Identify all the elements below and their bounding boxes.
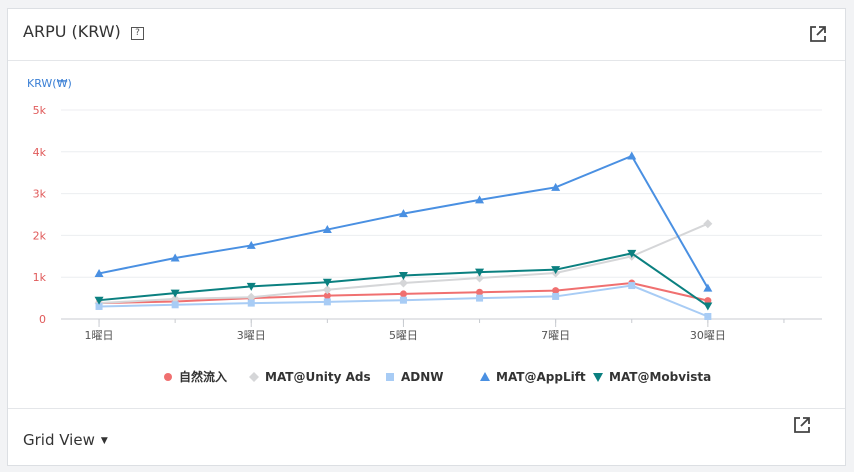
data-point [170,294,180,304]
external-link-icon[interactable] [792,415,812,435]
legend-entry: MAT@AppLift [496,370,586,384]
data-point [398,278,408,288]
help-icon[interactable]: ? [131,27,144,40]
legend-marker [593,373,603,382]
y-tick-label: 0 [39,313,46,326]
data-point [171,301,179,309]
y-tick-label: 3k [33,188,47,201]
data-point [551,182,561,191]
data-point [398,272,408,281]
data-point [322,278,332,287]
data-point [627,249,637,258]
data-point [94,268,104,277]
data-point [552,292,560,300]
y-tick-label: 5k [33,104,47,117]
legend-entry: MAT@Mobvista [609,370,711,384]
data-point [476,294,484,302]
data-point [322,285,332,295]
data-point [94,296,104,305]
data-point [703,302,713,311]
data-point [323,298,331,306]
data-point [170,253,180,262]
data-point [627,151,637,160]
y-tick-label: 4k [33,146,47,159]
legend-marker [386,373,394,381]
data-point [247,299,255,307]
data-point [476,288,484,296]
data-point [95,302,103,310]
data-point [551,266,561,275]
card-title: ARPU (KRW) [23,22,121,41]
grid-view-label: Grid View [23,431,95,449]
x-tick-label: 30曜日 [690,329,726,342]
legend-entry: ADNW [401,370,444,384]
series-line [98,154,709,289]
legend-entry: MAT@Unity Ads [265,370,371,384]
data-point [475,268,485,277]
data-point [628,282,636,290]
card-header: ARPU (KRW) ? [8,9,845,61]
x-tick-label: 1曜日 [85,329,114,342]
data-point [246,292,256,302]
data-point [323,292,331,300]
chevron-down-icon: ▼ [100,436,108,446]
data-point [703,219,713,229]
x-tick-label: 5曜日 [389,329,418,342]
data-point [399,296,407,304]
data-point [703,283,713,292]
legend-entry: 自然流入 [179,369,227,384]
grid-view-toggle[interactable]: Grid View ▼ [23,431,108,449]
card-divider [8,408,845,409]
data-point [322,225,332,234]
y-tick-label: 2k [33,229,47,242]
data-point [246,240,256,249]
x-tick-label: 3曜日 [237,329,266,342]
data-point [704,297,712,305]
arpu-card: ARPU (KRW) ? KRW(₩) 0 1k 2k 3k 4k 5k 1曜日 3曜日 5曜日 7… [7,8,846,466]
data-point [552,287,560,295]
x-tick-label: 7曜日 [541,329,570,342]
legend-marker [249,372,259,382]
data-point [475,273,485,283]
data-point [399,290,407,298]
y-axis-label: KRW(₩) [27,77,72,90]
data-point [475,195,485,204]
legend-marker [164,373,172,381]
data-point [398,209,408,218]
data-point [170,289,180,298]
data-point [704,312,712,320]
y-tick-label: 1k [33,271,47,284]
data-point [246,282,256,291]
legend-marker [480,372,490,381]
external-link-icon[interactable] [808,24,828,44]
